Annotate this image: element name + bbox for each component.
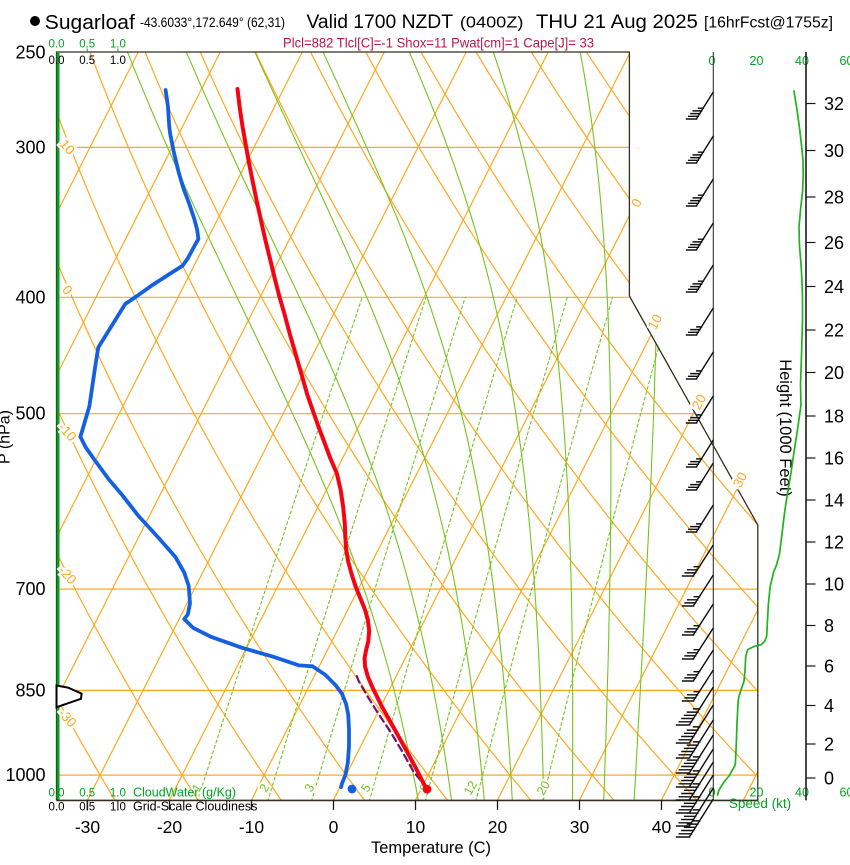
svg-text:40: 40: [652, 817, 672, 837]
svg-text:[16hrFcst@1755z]: [16hrFcst@1755z]: [704, 15, 833, 32]
svg-text:Temperature (C): Temperature (C): [371, 839, 491, 857]
svg-text:Valid 1700 NZDT: Valid 1700 NZDT: [307, 12, 454, 33]
svg-text:20: 20: [534, 778, 553, 797]
svg-text:1.0: 1.0: [110, 55, 126, 67]
svg-text:1.0: 1.0: [110, 39, 126, 51]
svg-text:Grid-Scale Cloudiness: Grid-Scale Cloudiness: [133, 800, 257, 814]
svg-text:400: 400: [15, 287, 45, 307]
svg-text:0: 0: [329, 817, 339, 837]
svg-text:2: 2: [824, 735, 834, 755]
svg-text:0.5: 0.5: [79, 788, 95, 800]
svg-text:4: 4: [824, 696, 834, 716]
svg-text:14: 14: [824, 491, 844, 511]
svg-text:-43.6033°,172.649° (62,31): -43.6033°,172.649° (62,31): [140, 14, 285, 30]
svg-text:THU 21 Aug 2025: THU 21 Aug 2025: [536, 12, 698, 33]
svg-text:10: 10: [824, 575, 844, 595]
svg-text:0.5: 0.5: [79, 802, 95, 814]
svg-text:Sugarloaf: Sugarloaf: [45, 11, 135, 34]
svg-text:28: 28: [824, 188, 844, 208]
svg-text:60: 60: [840, 786, 850, 800]
svg-text:Plcl=882 Tlcl[C]=-1 Shox=11 Pw: Plcl=882 Tlcl[C]=-1 Shox=11 Pwat[cm]=1 C…: [283, 35, 594, 51]
svg-text:P (hPa): P (hPa): [0, 410, 14, 464]
svg-text:40: 40: [795, 786, 809, 800]
svg-text:10: 10: [57, 136, 78, 157]
svg-text:40: 40: [795, 54, 809, 68]
svg-text:0.0: 0.0: [49, 39, 65, 51]
svg-text:18: 18: [824, 407, 844, 427]
svg-text:1000: 1000: [5, 765, 45, 785]
svg-text:16: 16: [824, 449, 844, 469]
svg-text:60: 60: [840, 54, 850, 68]
svg-text:500: 500: [15, 404, 45, 424]
svg-text:700: 700: [15, 579, 45, 599]
svg-text:30: 30: [730, 470, 750, 490]
svg-text:-20: -20: [157, 817, 183, 837]
svg-text:20: 20: [689, 392, 709, 412]
svg-text:1.0: 1.0: [110, 802, 126, 814]
svg-text:1.0: 1.0: [110, 788, 126, 800]
svg-text:6: 6: [824, 657, 834, 677]
svg-text:850: 850: [15, 680, 45, 700]
svg-text:300: 300: [15, 137, 45, 157]
svg-text:0: 0: [709, 54, 716, 68]
svg-text:20: 20: [750, 54, 764, 68]
svg-text:10: 10: [645, 312, 665, 332]
svg-text:0.0: 0.0: [49, 55, 65, 67]
svg-text:-30: -30: [75, 817, 101, 837]
svg-text:0.0: 0.0: [49, 788, 65, 800]
svg-text:0: 0: [824, 769, 834, 789]
svg-text:30: 30: [570, 817, 590, 837]
svg-text:32: 32: [824, 94, 844, 114]
svg-text:0.5: 0.5: [79, 39, 95, 51]
svg-text:20: 20: [488, 817, 508, 837]
svg-text:22: 22: [824, 321, 844, 341]
svg-text:Height (1000 Feet): Height (1000 Feet): [776, 359, 794, 497]
svg-text:0.0: 0.0: [49, 802, 65, 814]
svg-text:250: 250: [15, 42, 45, 62]
svg-text:Speed (kt): Speed (kt): [729, 796, 791, 811]
svg-text:(0400Z): (0400Z): [460, 15, 524, 32]
svg-text:12: 12: [824, 533, 844, 553]
svg-text:26: 26: [824, 233, 844, 253]
svg-text:10: 10: [406, 817, 426, 837]
svg-text:20: 20: [824, 363, 844, 383]
svg-text:12: 12: [461, 778, 480, 797]
svg-text:-10: -10: [239, 817, 265, 837]
svg-text:20: 20: [750, 786, 764, 800]
svg-text:24: 24: [824, 277, 844, 297]
svg-text:0: 0: [709, 786, 716, 800]
svg-text:CloudWater (g/Kg): CloudWater (g/Kg): [133, 786, 236, 800]
svg-text:0.5: 0.5: [79, 55, 95, 67]
svg-text:30: 30: [824, 141, 844, 161]
svg-text:8: 8: [824, 616, 834, 636]
